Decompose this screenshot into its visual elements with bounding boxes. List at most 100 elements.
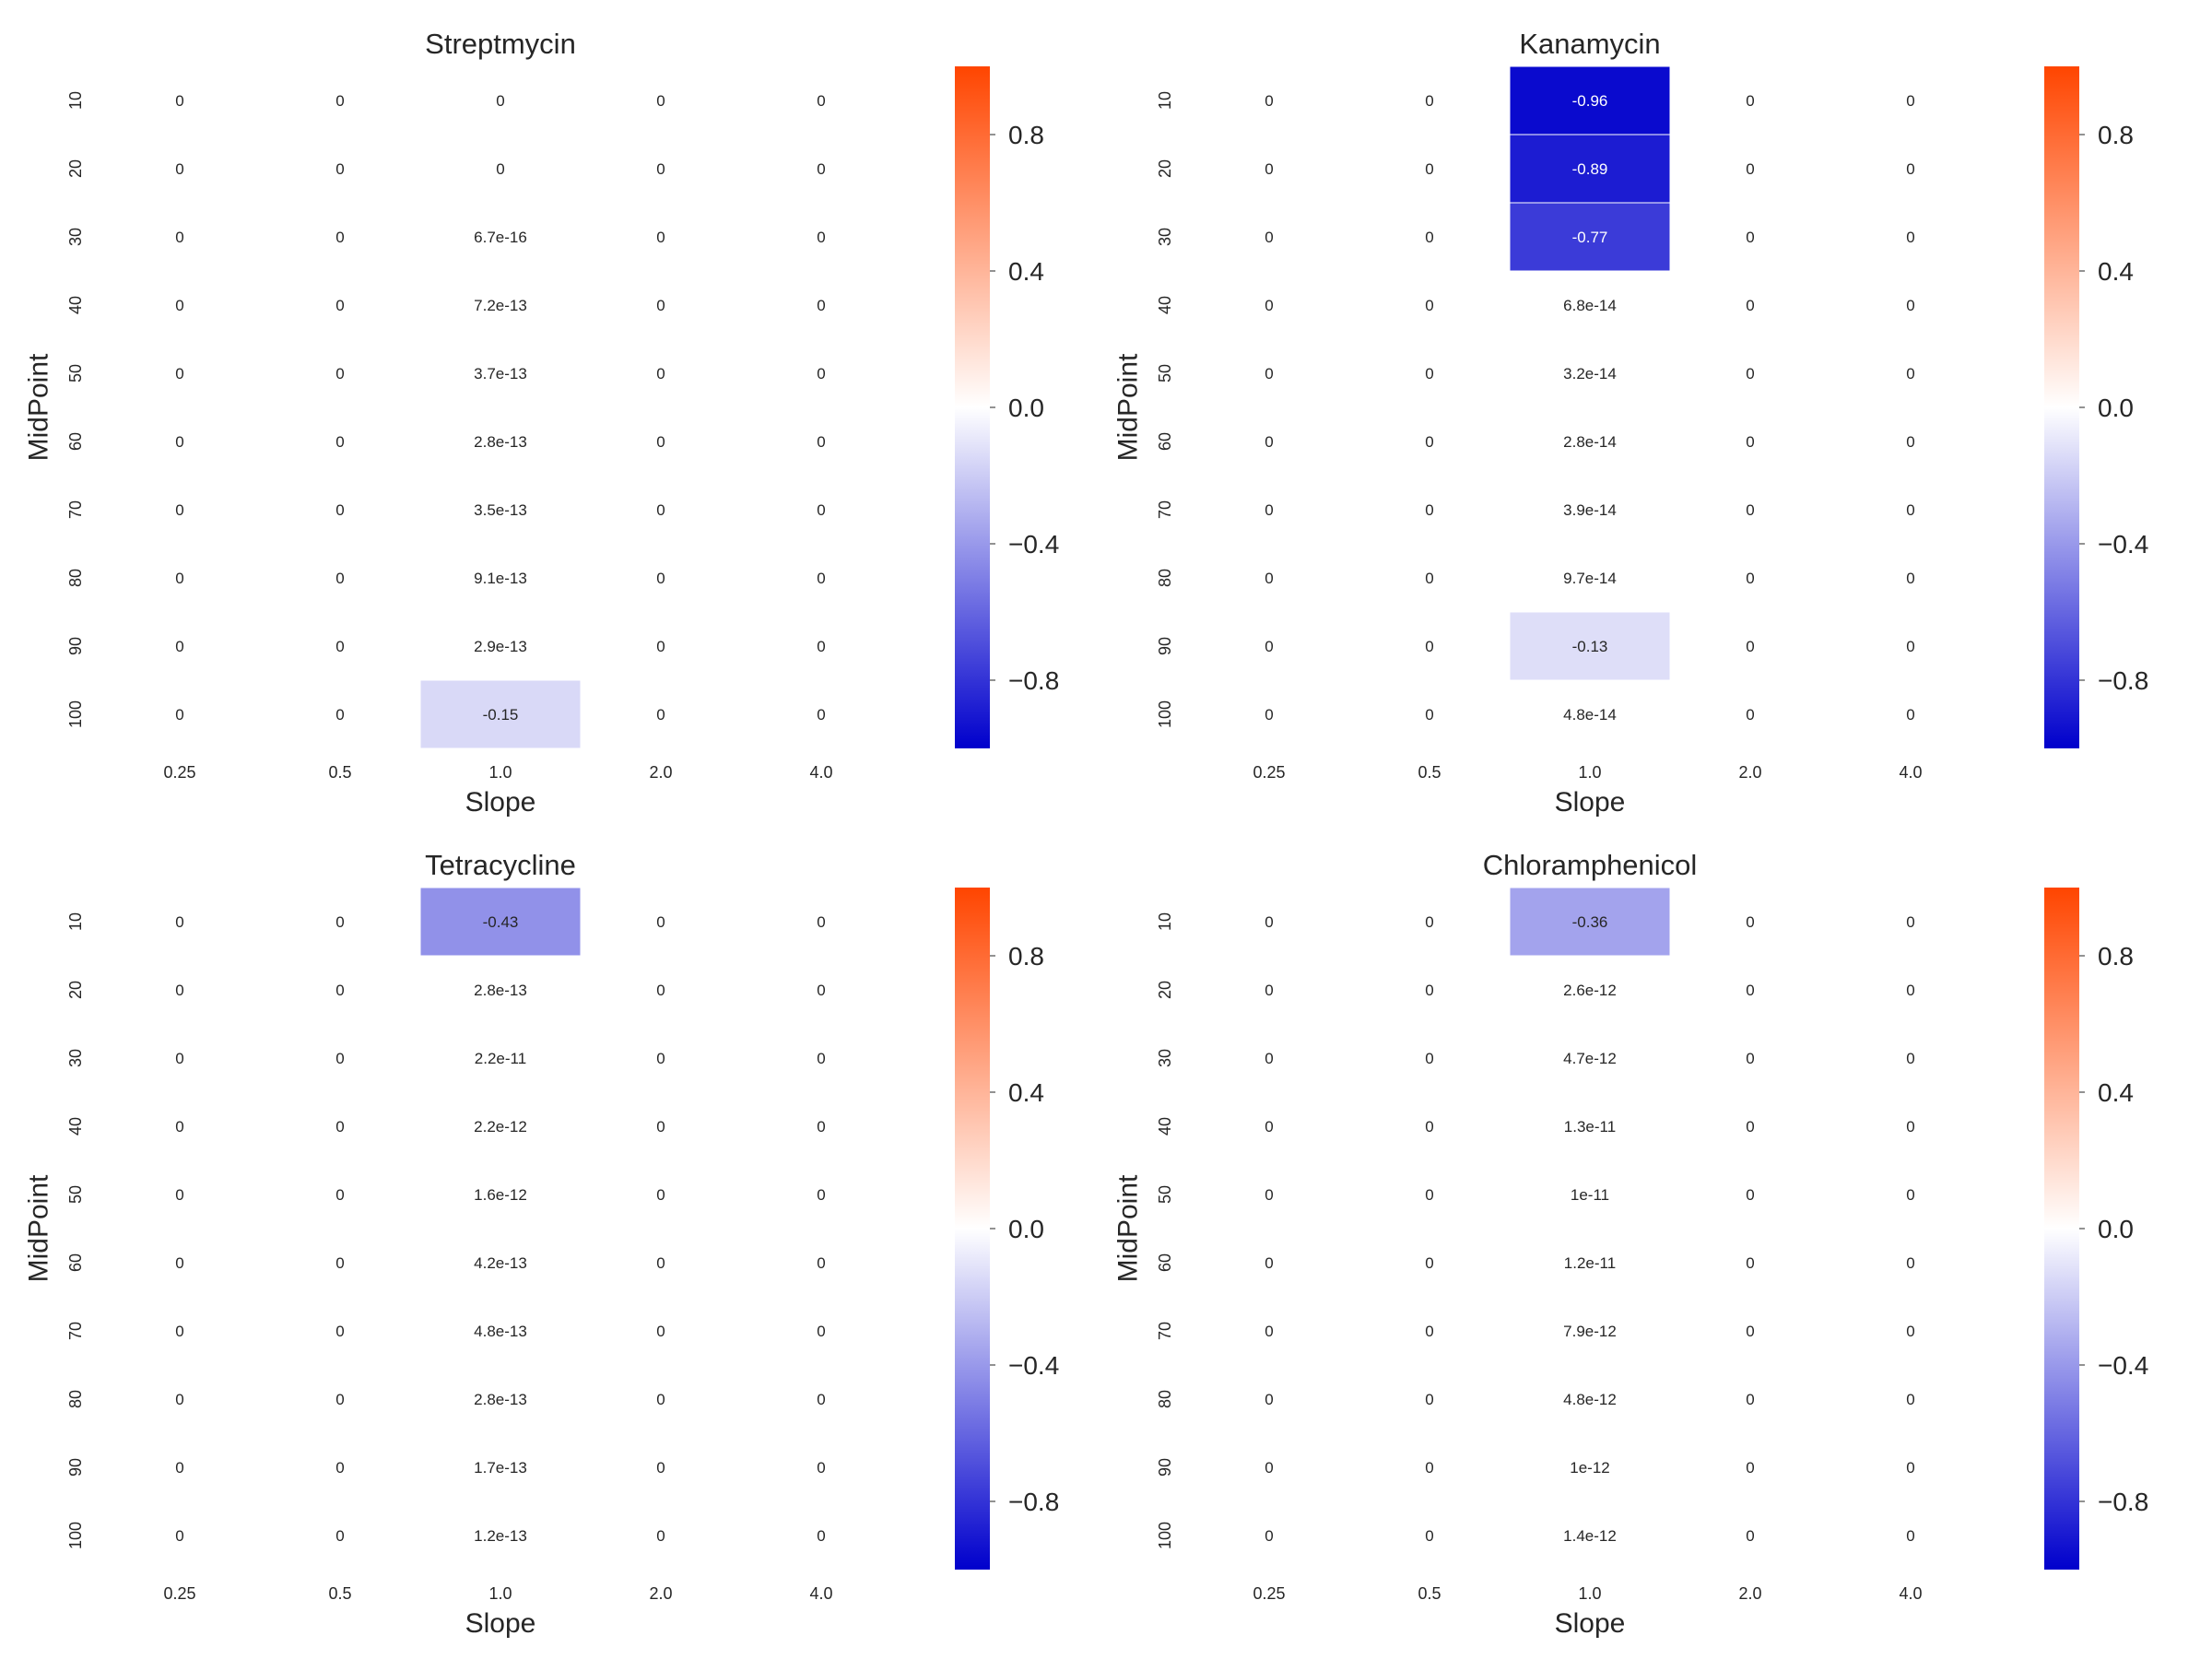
cell-annotation: 0 [335,297,344,314]
chart-title: Kanamycin [1519,28,1660,60]
cell-annotation: 0 [817,982,825,999]
cell-annotation: 0 [1746,1050,1754,1067]
cell-annotation: 2.2e-12 [474,1118,527,1135]
heatmap-cell [1509,611,1671,681]
cell-annotation: 0 [1425,1527,1433,1545]
heatmap-cell [259,543,421,613]
heatmap-cell [1830,406,1992,477]
heatmap-cell [740,202,902,272]
cell-annotation: 0 [817,297,825,314]
x-tick-label: 2.0 [649,1584,672,1603]
y-tick-label: 30 [1156,1049,1174,1067]
y-tick-label: 100 [66,700,85,728]
heatmap-cell [740,679,902,749]
cell-annotation: 0 [1746,570,1754,587]
cell-annotation: 0 [1906,160,1914,178]
cell-annotation: 1e-11 [1571,1186,1609,1204]
cell-annotation: 7.2e-13 [474,297,527,314]
y-tick-label: 40 [66,296,85,314]
x-axis-label: Slope [1555,787,1626,818]
heatmap-cell [99,338,261,408]
cell-annotation: 0 [335,982,344,999]
heatmap-cell [99,475,261,545]
heatmap-cell [1669,887,1831,957]
y-tick-label: 90 [1156,637,1174,655]
cell-annotation: 0 [1265,229,1273,246]
cell-annotation: 0 [1425,1391,1433,1408]
cell-annotation: 0 [1906,982,1914,999]
colorbar-tick-label: −0.8 [1008,666,1059,695]
heatmap-cell [99,1432,261,1502]
cell-annotation: 0 [175,982,183,999]
heatmap-cell [1188,338,1350,408]
cell-annotation: 0 [335,1459,344,1477]
cell-annotation: 0 [1425,92,1433,110]
heatmap-cell [1509,475,1671,545]
heatmap-cell [1509,679,1671,749]
cell-annotation: 3.2e-14 [1563,365,1617,382]
cell-annotation: 0 [335,1323,344,1340]
cell-annotation: 0 [817,706,825,724]
cell-annotation: 0 [656,570,665,587]
cell-annotation: 0 [1265,365,1273,382]
y-tick-label: 60 [66,1253,85,1272]
x-tick-label: 0.25 [163,763,195,782]
cell-annotation: 0 [175,1323,183,1340]
heatmap-cell [1830,1432,1992,1502]
heatmap-cell [99,1159,261,1230]
colorbar-tick-label: 0.8 [2098,121,2134,149]
cell-annotation: 0 [175,501,183,519]
cell-annotation: 0 [335,160,344,178]
y-tick-label: 70 [1156,500,1174,519]
cell-annotation: 0 [1425,1254,1433,1272]
heatmap-cell [1348,1500,1511,1571]
cell-annotation: 3.9e-14 [1563,501,1617,519]
cell-annotation: 0 [656,160,665,178]
cell-annotation: -0.15 [483,706,519,724]
heatmap-cell [419,270,582,340]
heatmap-cell [1669,65,1831,135]
x-tick-label: 0.25 [163,1584,195,1603]
cell-annotation: 0 [1906,1254,1914,1272]
cell-annotation: 0 [656,1254,665,1272]
heatmap-cell [1830,955,1992,1025]
heatmap-cell [1830,338,1992,408]
x-tick-label: 2.0 [649,763,672,782]
heatmap-cell [1348,679,1511,749]
cell-annotation: 0 [1906,433,1914,451]
cell-annotation: 0 [175,1527,183,1545]
cell-annotation: 7.9e-12 [1563,1323,1617,1340]
x-axis-label: Slope [465,787,536,818]
cell-annotation: 0 [1746,92,1754,110]
y-tick-label: 30 [1156,228,1174,246]
cell-annotation: 0 [1746,1527,1754,1545]
heatmap-cell [1509,1296,1671,1366]
cell-annotation: 0 [175,1254,183,1272]
colorbar-tick-label: −0.8 [2098,1488,2148,1516]
cell-annotation: 2.9e-13 [474,638,527,655]
heatmap-cell [1348,1023,1511,1093]
cell-annotation: 0 [335,1391,344,1408]
cell-annotation: 0 [656,1323,665,1340]
cell-annotation: -0.96 [1572,92,1608,110]
cell-annotation: 0 [1265,1391,1273,1408]
heatmap-cell [1188,202,1350,272]
y-tick-label: 20 [66,981,85,999]
heatmap-cell [1348,1364,1511,1434]
heatmap-cell [1669,543,1831,613]
heatmap-cell [740,1228,902,1298]
y-tick-label: 20 [1156,159,1174,178]
cell-annotation: 3.5e-13 [474,501,527,519]
heatmap-cell [740,270,902,340]
x-tick-label: 1.0 [1578,763,1601,782]
cell-annotation: 0 [1746,160,1754,178]
cell-annotation: 0 [1425,433,1433,451]
y-tick-label: 30 [66,1049,85,1067]
cell-annotation: 1.7e-13 [474,1459,527,1477]
y-tick-label: 20 [1156,981,1174,999]
cell-annotation: 0 [1746,982,1754,999]
heatmap-cell [580,65,742,135]
heatmap-cell [1669,1432,1831,1502]
heatmap-cell [1188,1023,1350,1093]
y-tick-label: 100 [1156,1522,1174,1549]
